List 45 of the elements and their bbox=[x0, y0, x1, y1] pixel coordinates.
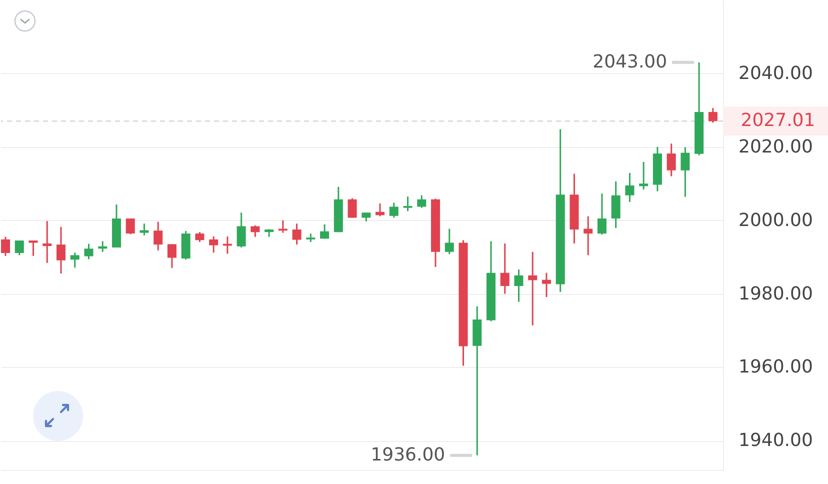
candlestick bbox=[514, 268, 524, 303]
y-tick-label: 2020.00 bbox=[738, 136, 813, 158]
candlestick bbox=[250, 224, 260, 238]
candlestick bbox=[154, 221, 163, 252]
ref-line-label: 2027.01 bbox=[740, 110, 816, 132]
candlestick bbox=[639, 161, 648, 190]
candlestick bbox=[126, 218, 135, 236]
candlestick bbox=[14, 240, 24, 256]
candlestick bbox=[1, 236, 10, 257]
y-tick-label: 2000.00 bbox=[738, 210, 813, 231]
candlestick bbox=[167, 243, 176, 269]
candlestick bbox=[444, 228, 454, 255]
candlestick bbox=[348, 198, 357, 218]
candlestick bbox=[625, 172, 634, 203]
candlestick bbox=[292, 222, 302, 246]
candlestick bbox=[376, 202, 385, 218]
candlestick bbox=[708, 107, 718, 124]
candlestick bbox=[84, 243, 94, 260]
y-tick-label: 1980.00 bbox=[738, 283, 813, 304]
y-tick-label: 1940.00 bbox=[738, 430, 813, 452]
candlestick bbox=[389, 202, 398, 218]
candlestick bbox=[403, 196, 412, 212]
candlestick bbox=[209, 236, 218, 254]
candlestick bbox=[320, 224, 330, 240]
candlestick bbox=[42, 220, 52, 264]
candlestick bbox=[70, 252, 80, 268]
candlestick bbox=[680, 146, 690, 198]
candlestick bbox=[666, 142, 676, 177]
candlestick bbox=[500, 242, 510, 294]
y-tick-label: 1960.00 bbox=[738, 356, 813, 378]
candlestick bbox=[195, 231, 204, 243]
candlestick bbox=[56, 226, 66, 274]
candlestick bbox=[417, 194, 426, 209]
y-tick-label: 2040.00 bbox=[738, 62, 813, 84]
candlestick bbox=[528, 251, 538, 326]
candlestick bbox=[28, 240, 38, 257]
candlestick bbox=[542, 272, 551, 298]
annotation: 1936.00 bbox=[370, 444, 446, 466]
candlestick bbox=[98, 240, 108, 253]
candlestick bbox=[236, 212, 246, 248]
candlestick bbox=[584, 216, 593, 256]
candlestick bbox=[140, 222, 149, 236]
candlestick bbox=[597, 192, 606, 236]
candlestick bbox=[611, 180, 620, 229]
annotation: 2043.00 bbox=[592, 51, 668, 72]
